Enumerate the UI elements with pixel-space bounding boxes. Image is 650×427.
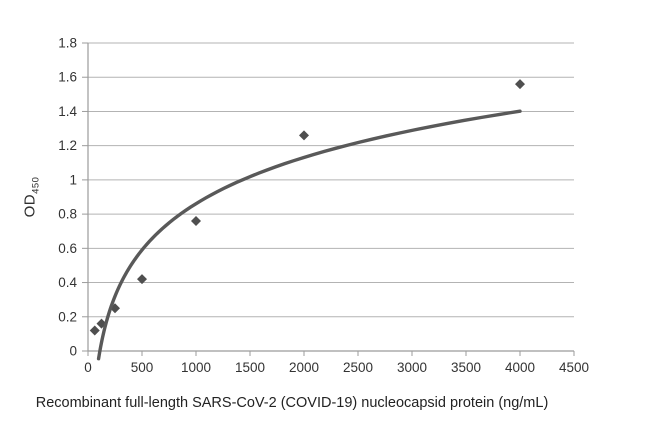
x-tick-label: 0 bbox=[84, 360, 92, 375]
x-tick-label: 3500 bbox=[451, 360, 481, 375]
x-tick-label: 1000 bbox=[181, 360, 211, 375]
y-tick-label: 1.6 bbox=[58, 70, 77, 85]
y-tick-label: 1.4 bbox=[58, 104, 77, 119]
data-point-marker bbox=[191, 215, 201, 226]
y-tick-label: 0.2 bbox=[58, 309, 77, 324]
data-point-marker bbox=[515, 79, 525, 90]
y-tick-label: 0.4 bbox=[58, 275, 77, 290]
y-tick-label: 1.8 bbox=[58, 36, 77, 51]
trendline-curve bbox=[96, 109, 522, 361]
x-tick-label: 1500 bbox=[235, 360, 265, 375]
x-tick-label: 2500 bbox=[343, 360, 373, 375]
x-tick-label: 4000 bbox=[505, 360, 535, 375]
x-tick-label: 2000 bbox=[289, 360, 319, 375]
data-point-marker bbox=[89, 325, 100, 336]
x-tick-label: 4500 bbox=[559, 360, 589, 375]
y-tick-label: 0.8 bbox=[58, 207, 77, 222]
y-tick-label: 1.2 bbox=[58, 138, 77, 153]
y-tick-label: 1 bbox=[69, 172, 77, 187]
y-axis-title-subscript: 450 bbox=[30, 176, 42, 194]
x-axis-title: Recombinant full-length SARS-CoV-2 (COVI… bbox=[35, 395, 549, 411]
x-tick-label: 3000 bbox=[397, 360, 427, 375]
y-tick-label: 0 bbox=[69, 344, 77, 359]
y-axis-title: OD450 bbox=[14, 43, 48, 351]
x-tick-label: 500 bbox=[131, 360, 154, 375]
y-tick-label: 0.6 bbox=[58, 241, 77, 256]
data-point-marker bbox=[299, 130, 309, 141]
y-axis-title-text: OD450 bbox=[21, 176, 42, 218]
data-point-marker bbox=[137, 274, 147, 285]
